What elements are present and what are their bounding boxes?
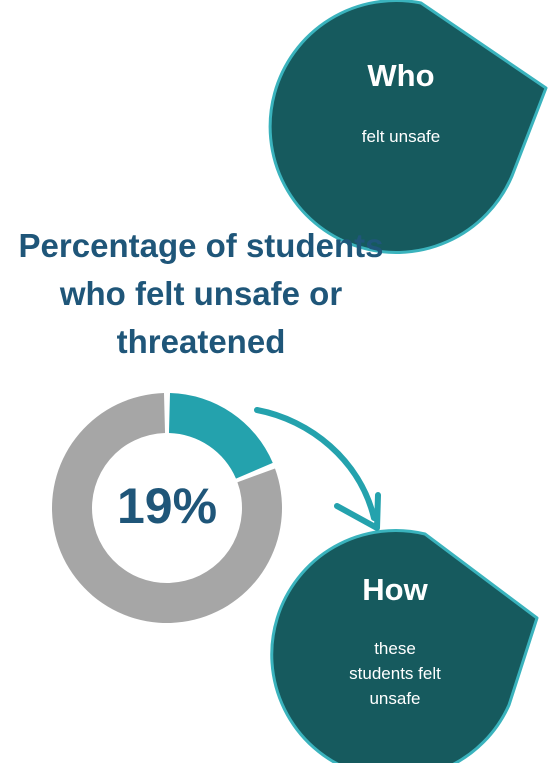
arrow-head	[334, 492, 381, 531]
donut-center-label: 19%	[116, 478, 218, 534]
chart-title: Percentage of students who felt unsafe o…	[18, 227, 384, 360]
how-bubble-line: students felt	[349, 664, 441, 683]
curved-arrow	[254, 407, 377, 521]
donut-chart	[52, 393, 283, 623]
who-bubble-text: felt unsafe	[361, 127, 441, 146]
who-bubble-shape	[268, 0, 548, 255]
how-bubble-line: unsafe	[369, 689, 421, 708]
how-bubble-line: these	[374, 639, 416, 658]
how-bubble-text: these students felt unsafe	[320, 636, 470, 711]
donut-slice-0	[168, 393, 273, 479]
how-bubble-shape	[270, 529, 539, 763]
donut-slice-1	[52, 393, 283, 623]
who-bubble-title: Who	[367, 58, 435, 93]
how-bubble-title: How	[362, 572, 428, 607]
